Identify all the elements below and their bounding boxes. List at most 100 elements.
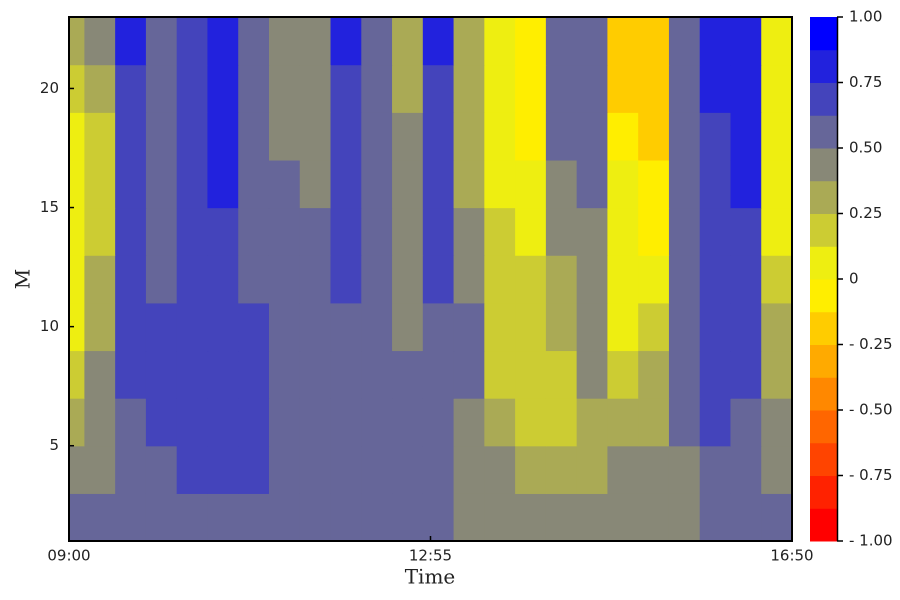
contour-cell [484,112,516,161]
contour-cell [576,112,609,161]
contour-cell [299,255,332,304]
contour-cell [453,445,485,494]
contour-cell [699,17,732,66]
contour-cell [730,17,762,66]
colorbar-band [810,17,837,51]
contour-cell [545,302,578,352]
contour-cell [699,302,732,352]
contour-cell [730,445,762,494]
contour-cell [515,255,547,304]
contour-cell [422,207,455,256]
contour-cell [330,64,362,113]
contour-cell [576,17,609,66]
contour-cell [422,112,455,161]
contour-cell [268,255,301,304]
contour-cell [145,302,178,352]
y-tick-label: 5 [49,436,59,454]
contour-cell [84,445,116,494]
contour-cell [761,398,793,447]
contour-cell [638,493,670,542]
contour-cell [145,398,178,447]
x-tick-label: 16:50 [770,547,813,565]
contour-cell [484,17,516,66]
contour-cell [576,302,609,352]
contour-cell [576,398,609,447]
contour-cell [69,350,85,399]
contour-cell [84,398,116,447]
colorbar-band [810,49,837,83]
colorbar-tick-label: 1.00 [849,8,882,26]
contour-cell [268,493,301,542]
contour-cell [453,302,485,352]
contour-cell [638,302,670,352]
contour-cell [330,255,362,304]
contour-cell [330,207,362,256]
contour-cell [515,350,547,399]
contour-cell [207,17,239,66]
contour-cell [576,64,609,113]
contour-cell [576,350,609,399]
contour-cell [638,350,670,399]
colorbar-band [810,115,837,149]
contour-cell [299,445,332,494]
colorbar-band [810,344,837,378]
contour-cell [238,207,270,256]
contour-cell [730,112,762,161]
contour-cell [330,17,362,66]
contour-cell [453,17,485,66]
contour-cell [545,255,578,304]
contour-cell [145,350,178,399]
colorbar-band [810,180,837,214]
contour-cell [699,64,732,113]
x-tick-label: 12:55 [409,547,452,565]
contour-cell [84,302,116,352]
contour-cell [207,398,239,447]
contour-cell [545,112,578,161]
contour-cell [145,207,178,256]
contour-cell [84,112,116,161]
colorbar-tick-label: - 1.00 [849,532,893,550]
contour-cell [330,112,362,161]
contour-cell [361,64,393,113]
contour-cell [668,159,701,209]
contour-cell [176,255,209,304]
contour-cell [607,207,639,256]
contour-cell [115,159,147,209]
contour-cell [69,398,85,447]
contour-cell [545,159,578,209]
colorbar-band [810,377,837,411]
contour-cell [176,17,209,66]
contour-cell [761,112,793,161]
contour-cell [484,398,516,447]
colorbar-band [810,213,837,247]
contour-cell [484,207,516,256]
contour-cell [453,398,485,447]
contour-cell [545,207,578,256]
contour-cell [299,350,332,399]
contour-cell [638,398,670,447]
contour-cell [545,398,578,447]
y-axis-label: M [11,269,35,289]
contour-cell [84,207,116,256]
contour-cell [484,445,516,494]
contour-cell [115,112,147,161]
contour-cell [484,493,516,542]
contour-cell [607,112,639,161]
contour-cell [268,64,301,113]
contour-cell [638,112,670,161]
contour-cell [330,493,362,542]
contour-cell [392,302,424,352]
colorbar-band [810,148,837,182]
contour-cell [668,302,701,352]
colorbar-tick-label: 0.25 [849,204,882,222]
contour-cell [422,398,455,447]
contour-cell [299,64,332,113]
contour-cell [730,493,762,542]
contour-cell [668,493,701,542]
contour-cell [484,64,516,113]
contour-cell [207,302,239,352]
contour-cell [238,302,270,352]
contour-cell [484,255,516,304]
contour-cell [84,159,116,209]
contour-cell [730,159,762,209]
